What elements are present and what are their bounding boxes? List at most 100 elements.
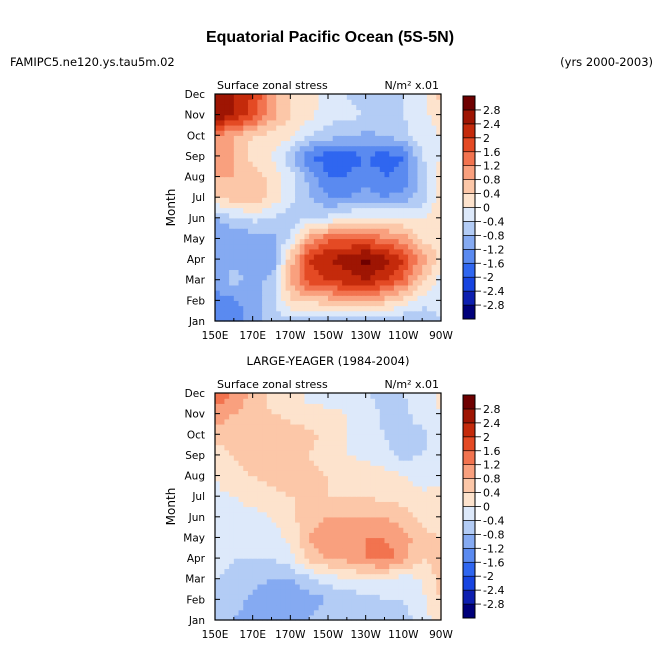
heatmap-cell [342,470,348,477]
heatmap-cell [422,300,428,307]
heatmap-cell [243,269,249,276]
heatmap-cell [393,124,400,131]
heatmap-cell [233,94,240,100]
heatmap-cell [295,300,301,307]
heatmap-cell [356,130,362,136]
heatmap-cell [309,480,315,487]
heatmap-cell [290,99,296,105]
heatmap-cell [431,444,437,451]
heatmap-cell [219,140,226,147]
heatmap-cell [412,202,419,209]
heatmap-cell [337,94,343,100]
heatmap-cell [328,449,334,456]
heatmap-cell [266,290,273,296]
heatmap-cell [304,403,310,410]
heatmap-cell [247,449,254,456]
heatmap-cell [436,269,442,276]
heatmap-cell [243,542,249,549]
heatmap-cell [360,202,367,209]
heatmap-cell [365,547,371,554]
heatmap-cell [224,537,230,544]
heatmap-cell [229,238,235,245]
heatmap-cell [243,558,249,564]
heatmap-cell [299,537,306,544]
heatmap-cell [304,398,310,404]
heatmap-cell [238,176,244,183]
heatmap-cell [233,253,240,260]
heatmap-cell [304,176,310,183]
heatmap-cell [257,192,263,198]
heatmap-cell [266,583,273,590]
heatmap-cell [323,135,329,142]
heatmap-cell [266,475,273,482]
heatmap-cell [262,589,268,595]
heatmap-cell [295,238,301,245]
heatmap-cell [215,563,221,570]
heatmap-cell [436,583,442,590]
heatmap-cell [422,516,428,523]
heatmap-cell [257,480,263,487]
heatmap-cell [342,248,348,255]
heatmap-cell [351,501,357,508]
heatmap-cell [393,243,400,250]
heatmap-cell [356,150,362,157]
heatmap-cell [342,552,348,559]
heatmap-cell [356,573,362,580]
heatmap-cell [243,243,249,250]
heatmap-cell [431,295,437,301]
heatmap-cell [370,176,376,183]
heatmap-cell [262,140,268,147]
heatmap-cell [436,300,442,307]
heatmap-cell [290,423,296,430]
heatmap-cell [252,501,258,508]
heatmap-cell [323,124,329,131]
heatmap-cell [342,491,348,497]
heatmap-cell [417,300,423,307]
heatmap-cell [318,583,324,590]
heatmap-cell [290,439,296,446]
heatmap-cell [436,552,442,559]
heatmap-cell [299,552,306,559]
heatmap-cell [318,233,324,240]
heatmap-cell [342,429,348,435]
heatmap-cell [337,186,343,193]
heatmap-cell [351,496,357,502]
heatmap-cell [379,423,386,430]
heatmap-cell [299,449,306,456]
heatmap-cell [252,202,258,209]
heatmap-cell [384,94,390,100]
heatmap-cell [431,470,437,477]
heatmap-cell [295,604,301,611]
heatmap-cell [346,578,353,585]
heatmap-cell [215,253,221,260]
heatmap-cell [332,186,339,193]
heatmap-cell [328,480,334,487]
heatmap-cell [257,506,263,513]
heatmap-cell [318,521,324,528]
heatmap-cell [295,516,301,523]
heatmap-cell [375,465,381,471]
heatmap-cell [233,186,240,193]
heatmap-cell [342,207,348,214]
heatmap-cell [224,589,230,595]
heatmap-cell [332,295,339,301]
heatmap-cell [365,460,371,466]
heatmap-cell [417,418,423,425]
heatmap-cell [247,207,254,214]
heatmap-cell [285,532,291,539]
heatmap-cell [280,176,287,183]
heatmap-cell [346,279,353,286]
heatmap-cell [351,604,357,611]
heatmap-cell [408,573,414,580]
heatmap-cell [304,475,310,482]
heatmap-cell [252,228,258,234]
heatmap-cell [356,485,362,492]
heatmap-cell [403,310,409,317]
heatmap-cell [408,501,414,508]
heatmap-cell [436,253,442,260]
heatmap-cell [262,171,268,178]
heatmap-cell [370,114,376,121]
heatmap-cell [379,413,386,420]
heatmap-cell [262,279,268,286]
heatmap-cell [295,269,301,276]
